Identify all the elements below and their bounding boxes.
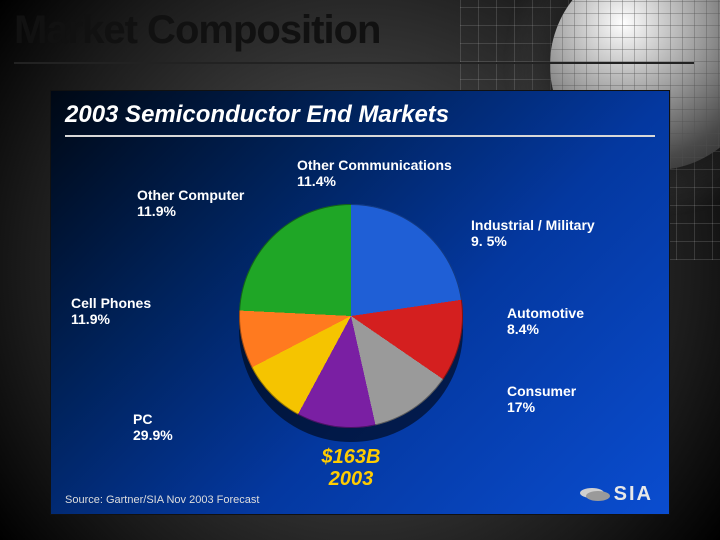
slice-label-consumer: Consumer 17% bbox=[507, 383, 576, 415]
pie-chart bbox=[239, 204, 463, 442]
slice-label-automotive: Automotive 8.4% bbox=[507, 305, 584, 337]
slice-label-other_comms: Other Communications 11.4% bbox=[297, 157, 452, 189]
sia-brand-text: SIA bbox=[614, 483, 653, 506]
slice-label-pc: PC 29.9% bbox=[133, 411, 173, 443]
pie-body bbox=[239, 204, 463, 428]
slice-label-ind_mil: Industrial / Military 9. 5% bbox=[471, 217, 595, 249]
slice-label-other_computer: Other Computer 11.9% bbox=[137, 187, 244, 219]
sia-logo-icon bbox=[580, 488, 608, 502]
sia-brand: SIA bbox=[580, 483, 653, 506]
chart-total-value: $163B bbox=[301, 446, 401, 469]
embedded-slide: 2003 Semiconductor End Markets PC 29.9% C… bbox=[50, 90, 670, 515]
slide-title-rule bbox=[65, 135, 655, 137]
pie-outline bbox=[239, 204, 463, 428]
page-title: Market Composition bbox=[14, 8, 380, 53]
page-title-rule bbox=[14, 62, 694, 64]
source-citation: Source: Gartner/SIA Nov 2003 Forecast bbox=[65, 494, 259, 506]
slice-label-cell_phones: Cell Phones 11.9% bbox=[71, 295, 151, 327]
slide-title: 2003 Semiconductor End Markets bbox=[65, 101, 449, 129]
chart-total-year: 2003 bbox=[301, 468, 401, 491]
presentation-page: Market Composition 2003 Semiconductor En… bbox=[0, 0, 720, 540]
